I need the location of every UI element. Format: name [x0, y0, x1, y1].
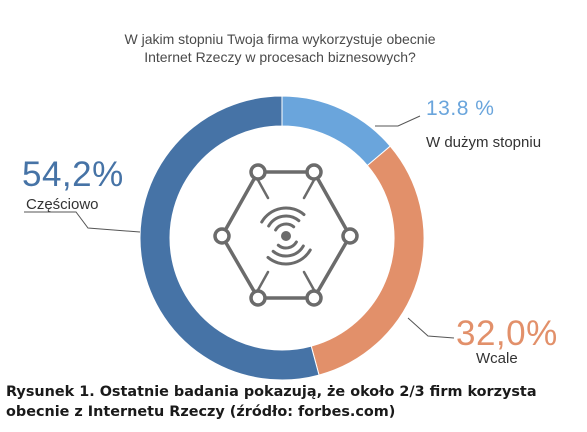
- icon-signal-center: [281, 231, 291, 241]
- icon-edge: [224, 242, 256, 292]
- leader-line-large-degree: [375, 115, 421, 127]
- icon-node-bottom-left: [249, 289, 267, 307]
- value-label-large-degree: 13.8 %: [426, 97, 495, 120]
- icon-node-top-left: [249, 163, 267, 181]
- icon-node-left: [213, 227, 231, 245]
- leader-line-partially: [24, 211, 141, 233]
- icon-edge: [224, 178, 256, 230]
- icon-spoke: [302, 178, 316, 200]
- icon-spoke: [256, 270, 270, 292]
- icon-signal-wave: [260, 206, 306, 224]
- segment-large-degree: [281, 95, 391, 167]
- icon-signal-wave: [271, 244, 305, 258]
- chart-title: W jakim stopniu Twoja firma wykorzystuje…: [60, 30, 500, 66]
- icon-signal-wave: [276, 240, 298, 250]
- icon-signal-wave: [267, 214, 301, 228]
- caption-line-2: obecnie z Internetu Rzeczy (źródło: forb…: [6, 404, 396, 420]
- segment-partially: [139, 95, 320, 380]
- value-label-partially: 54,2%: [22, 155, 124, 194]
- caption-line-1: Rysunek 1. Ostatnie badania pokazują, że…: [6, 384, 537, 400]
- segment-not-at-all: [310, 145, 425, 376]
- figure-caption: Rysunek 1. Ostatnie badania pokazują, że…: [6, 382, 581, 422]
- donut-chart: [24, 95, 455, 380]
- icon-node-top-right: [305, 163, 323, 181]
- chart-title-line-1: W jakim stopniu Twoja firma wykorzystuje…: [124, 31, 436, 47]
- category-label-large-degree: W dużym stopniu: [426, 134, 542, 151]
- category-label-partially: Częściowo: [26, 196, 99, 213]
- icon-spoke: [256, 178, 270, 200]
- leader-line-not-at-all: [407, 317, 455, 339]
- icon-signal-wave: [266, 248, 312, 266]
- iot-network-hexagon-icon: [213, 163, 359, 307]
- icon-edge: [316, 178, 348, 230]
- icon-node-right: [341, 227, 359, 245]
- chart-title-line-2: Internet Rzeczy w procesach biznesowych?: [144, 49, 416, 65]
- value-label-not-at-all: 32,0%: [456, 314, 558, 353]
- category-label-not-at-all: Wcale: [476, 350, 518, 367]
- leader-lines: [24, 115, 455, 339]
- icon-spoke: [302, 270, 316, 292]
- donut-segments: [139, 95, 425, 380]
- icon-signal-wave: [274, 222, 296, 232]
- icon-edge: [316, 242, 348, 292]
- icon-node-bottom-right: [305, 289, 323, 307]
